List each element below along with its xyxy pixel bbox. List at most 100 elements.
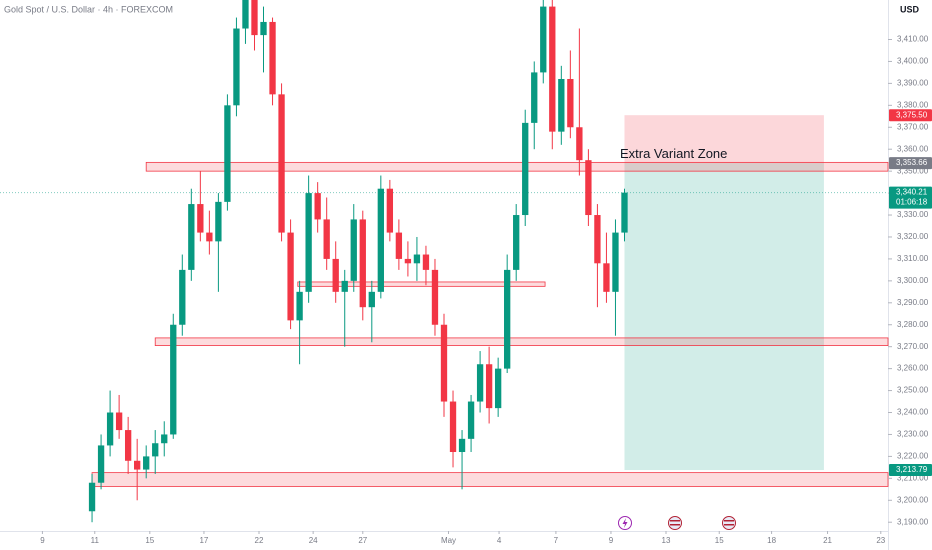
x-tick-label: 18 xyxy=(767,536,776,545)
x-tick-label: 9 xyxy=(40,536,45,545)
price-badge-label: 3,353.66 xyxy=(896,158,928,167)
candle-body xyxy=(97,445,105,483)
candle-body xyxy=(260,21,267,36)
candle-body xyxy=(594,215,601,264)
candle-body xyxy=(350,219,357,281)
candle-body xyxy=(161,434,168,444)
plot-area: Extra Variant Zone xyxy=(0,0,889,523)
candle-body xyxy=(467,401,475,439)
x-tick-label: 7 xyxy=(554,536,559,545)
candle-body xyxy=(431,269,439,325)
y-tick-label: 3,190.00 xyxy=(897,517,929,526)
candle-body xyxy=(494,368,502,409)
axes: 3,410.00 3,400.00 3,390.00 3,380.00 3,370.00… xyxy=(40,35,932,545)
price-badge-label: 3,213.79 xyxy=(896,465,928,474)
price-badge-label: 3,340.21 xyxy=(896,188,928,197)
candle-body xyxy=(170,324,177,435)
candle-body xyxy=(359,219,366,308)
candle-body xyxy=(233,28,240,106)
x-tick-label: 15 xyxy=(715,536,724,545)
y-tick-label: 3,290.00 xyxy=(897,298,929,307)
candle-body xyxy=(585,160,592,216)
candle-body xyxy=(179,269,186,325)
y-tick-label: 3,310.00 xyxy=(897,254,929,263)
candle-body xyxy=(404,258,412,264)
candle-body xyxy=(549,6,556,132)
candle-body xyxy=(224,105,231,202)
stop-zone xyxy=(624,115,824,164)
x-tick-label: 4 xyxy=(497,536,502,545)
y-tick-label: 3,220.00 xyxy=(897,452,929,461)
y-tick-label: 3,210.00 xyxy=(897,473,929,482)
candle-body xyxy=(504,269,511,369)
candle-body xyxy=(476,364,484,402)
y-tick-label: 3,230.00 xyxy=(897,430,929,439)
candle-body xyxy=(368,291,375,308)
event-icon-glyph xyxy=(622,518,628,528)
candle-body xyxy=(603,263,610,292)
y-tick-label: 3,370.00 xyxy=(897,122,929,131)
candle-body xyxy=(531,72,538,123)
x-tick-label: 27 xyxy=(358,536,367,545)
candle-body xyxy=(278,94,285,233)
currency-label: USD xyxy=(900,4,920,14)
candle-body xyxy=(377,188,384,292)
y-tick-label: 3,350.00 xyxy=(897,166,929,175)
x-tick-label: May xyxy=(441,536,456,545)
y-tick-label: 3,360.00 xyxy=(897,144,929,153)
candle-body xyxy=(215,201,222,242)
candle-body xyxy=(449,401,457,453)
candle-body xyxy=(386,188,394,233)
y-tick-label: 3,390.00 xyxy=(897,78,929,87)
support-resistance-zone xyxy=(297,281,546,287)
candle-body xyxy=(206,232,213,242)
support-resistance-zone xyxy=(145,161,889,172)
candle-body xyxy=(440,324,448,402)
candle-body xyxy=(458,438,466,453)
candle-body xyxy=(558,78,565,132)
candle-body xyxy=(522,122,529,216)
y-tick-label: 3,260.00 xyxy=(897,364,929,373)
y-tick-label: 3,270.00 xyxy=(897,342,929,351)
candle-body xyxy=(106,412,114,446)
event-icon-glyph xyxy=(670,520,680,522)
candle-body xyxy=(413,254,421,264)
chart-title: Gold Spot / U.S. Dollar · 4h · FOREXCOM xyxy=(4,4,173,14)
candle-body xyxy=(269,21,276,95)
candle-body xyxy=(88,482,96,512)
candle-body xyxy=(567,78,574,128)
candle-body xyxy=(612,232,619,292)
target-zone xyxy=(624,163,824,471)
event-icon-glyph xyxy=(670,524,680,526)
candle-body xyxy=(422,254,430,270)
x-tick-label: 9 xyxy=(609,536,614,545)
candle-body xyxy=(115,412,123,431)
x-tick-label: 17 xyxy=(199,536,208,545)
candle-body xyxy=(305,193,312,292)
candle-body xyxy=(332,258,339,292)
price-badge-label: 3,375.50 xyxy=(896,110,928,119)
annotation: Extra Variant Zone xyxy=(620,146,727,161)
candle-body xyxy=(314,193,321,220)
y-tick-label: 3,400.00 xyxy=(897,57,929,66)
candle-body xyxy=(134,460,141,470)
candle-body xyxy=(576,127,583,161)
candle-body xyxy=(296,291,303,321)
x-tick-label: 24 xyxy=(309,536,318,545)
candle-body xyxy=(395,232,403,259)
price-badge xyxy=(889,157,932,170)
candle-body xyxy=(540,6,547,73)
candle-body xyxy=(188,204,195,270)
candle-body xyxy=(485,364,493,409)
event-icon-glyph xyxy=(724,520,734,522)
candle-body xyxy=(152,443,159,457)
price-badge-countdown: 01:06:18 xyxy=(896,198,928,207)
event-icon[interactable] xyxy=(668,516,682,530)
event-icon-glyph xyxy=(724,524,734,526)
candle-body xyxy=(143,456,150,470)
price-badge xyxy=(889,109,932,122)
y-tick-label: 3,240.00 xyxy=(897,408,929,417)
candle-body xyxy=(251,0,258,36)
event-icon[interactable] xyxy=(722,516,736,530)
